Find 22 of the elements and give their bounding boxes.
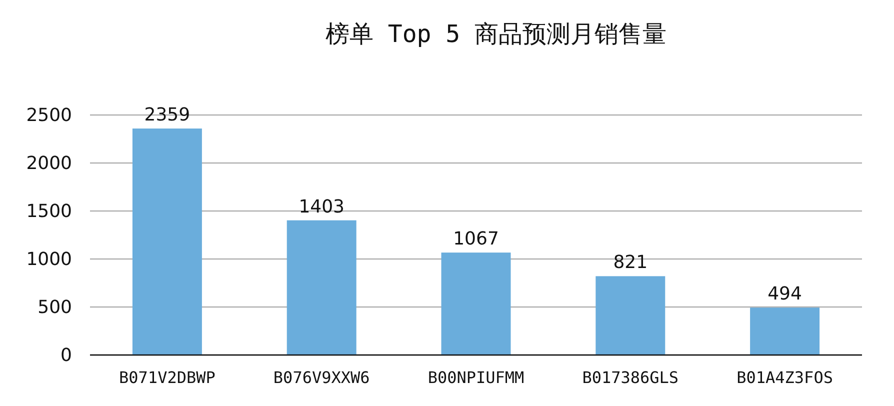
bar bbox=[441, 252, 511, 355]
y-tick-label: 1500 bbox=[26, 201, 72, 222]
bar bbox=[750, 308, 820, 355]
y-tick-label: 2000 bbox=[26, 153, 72, 174]
data-label: 494 bbox=[768, 284, 802, 305]
y-tick-label: 1000 bbox=[26, 249, 72, 270]
data-label: 821 bbox=[613, 252, 648, 274]
x-tick-label: B017386GLS bbox=[582, 368, 679, 387]
bar bbox=[132, 128, 202, 355]
bar bbox=[596, 276, 666, 355]
x-tick-label: B071V2DBWP bbox=[119, 368, 216, 387]
x-tick-label: B01A4Z3FOS bbox=[736, 368, 833, 387]
x-tick-label: B00NPIUFMM bbox=[428, 368, 524, 387]
x-tick-label: B076V9XXW6 bbox=[273, 368, 370, 387]
y-tick-label: 0 bbox=[60, 345, 72, 366]
data-label: 1067 bbox=[453, 228, 499, 250]
data-label: 2359 bbox=[144, 104, 190, 126]
bar bbox=[286, 220, 356, 355]
chart-title: 榜单 Top 5 商品预测月销售量 bbox=[325, 20, 667, 48]
y-tick-label: 2500 bbox=[26, 105, 72, 126]
y-tick-label: 500 bbox=[38, 297, 72, 318]
data-label: 1403 bbox=[298, 196, 345, 218]
